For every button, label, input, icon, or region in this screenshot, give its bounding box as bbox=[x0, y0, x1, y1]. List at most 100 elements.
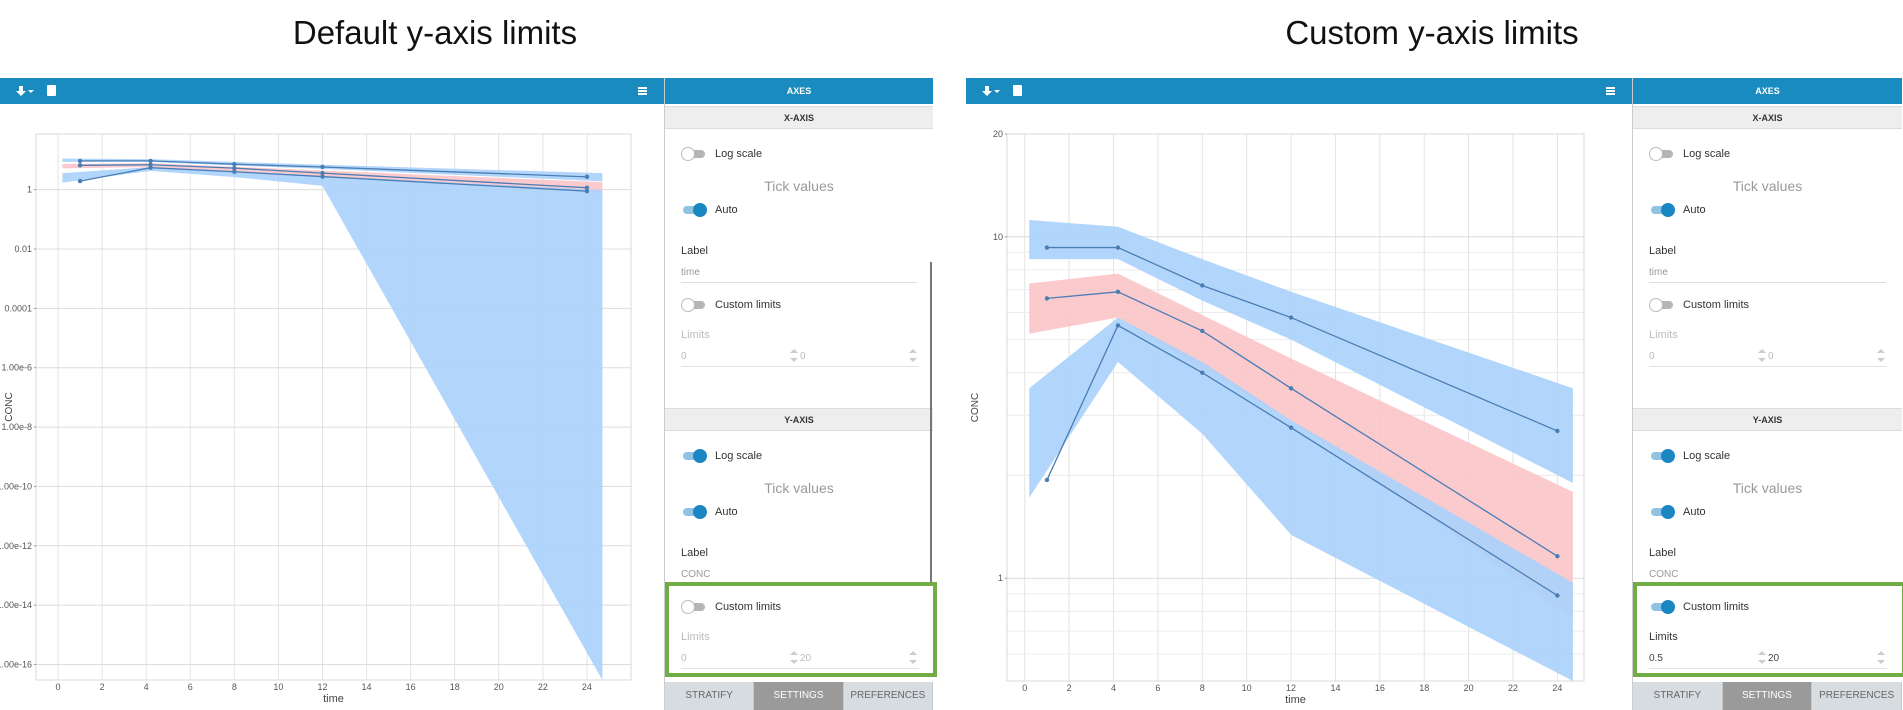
x-tick-label: 16 bbox=[406, 682, 416, 692]
settings-sidebar: AXES X-AXIS Log scale Tick values Auto Label t… bbox=[664, 78, 937, 710]
series-point bbox=[584, 188, 590, 194]
toggle-switch[interactable] bbox=[1649, 147, 1675, 161]
series-point bbox=[77, 178, 83, 184]
toggle-switch[interactable] bbox=[681, 298, 707, 312]
x-tick-label: 8 bbox=[232, 682, 237, 692]
series-point bbox=[148, 158, 153, 164]
menu-button[interactable] bbox=[1606, 87, 1615, 95]
scrollbar bbox=[930, 262, 932, 582]
spinner-down bbox=[1758, 358, 1766, 362]
y-tick-label: 1.00e-12 bbox=[0, 541, 32, 551]
x-tick-label: 0 bbox=[56, 682, 61, 692]
limits-caption: Limits bbox=[1649, 631, 1678, 643]
series-point bbox=[320, 174, 325, 179]
x-tick-label: 16 bbox=[1375, 683, 1385, 693]
x-tick-label: 10 bbox=[273, 682, 283, 692]
toggle-switch[interactable] bbox=[1649, 449, 1675, 463]
toggle-switch[interactable] bbox=[1649, 505, 1675, 519]
tab[interactable]: SETTINGS bbox=[754, 682, 844, 710]
limit-input[interactable]: 0 bbox=[1768, 351, 1887, 367]
tab[interactable]: SETTINGS bbox=[1722, 682, 1813, 710]
spinner-up bbox=[1758, 651, 1766, 655]
label-input[interactable]: time bbox=[681, 267, 917, 283]
toggle-switch[interactable] bbox=[681, 147, 707, 161]
chart: 1 0.01 0.0001 1.00e-6 1.00e-8 1.00e-10 1.00e-1… bbox=[0, 133, 632, 705]
x-tick-label: 20 bbox=[494, 682, 504, 692]
series-point bbox=[1288, 425, 1294, 430]
series-point bbox=[232, 169, 237, 174]
toggle-knob bbox=[1649, 147, 1663, 161]
toggle-label: Auto bbox=[1683, 506, 1706, 518]
series-point bbox=[1044, 296, 1050, 301]
tab[interactable]: STRATIFY bbox=[1633, 682, 1723, 710]
x-tick-label: 22 bbox=[1508, 683, 1518, 693]
spinner-up bbox=[1877, 349, 1885, 353]
tab[interactable]: PREFERENCES bbox=[843, 682, 933, 710]
limit-input[interactable]: 0 bbox=[1649, 351, 1768, 367]
toggle-switch[interactable] bbox=[681, 203, 707, 217]
toggle-switch[interactable] bbox=[1649, 600, 1675, 614]
toggle-label: Auto bbox=[1683, 204, 1706, 216]
sidebar-header: AXES bbox=[1633, 78, 1902, 104]
caret bbox=[994, 90, 1000, 93]
toggle-knob bbox=[681, 298, 695, 312]
limit-input[interactable]: 0 bbox=[800, 351, 919, 367]
series-point bbox=[1200, 283, 1205, 288]
series-point bbox=[1200, 370, 1205, 375]
spinner-down bbox=[790, 660, 798, 664]
limit-input[interactable]: 0.5 bbox=[1649, 653, 1768, 669]
series-point bbox=[1115, 289, 1121, 295]
spinner-down bbox=[1877, 358, 1885, 362]
tick-values-caption: Tick values bbox=[764, 480, 834, 496]
spinner-down bbox=[1877, 660, 1885, 664]
y-tick-label: 1 bbox=[998, 573, 1003, 583]
toggle-switch[interactable] bbox=[681, 505, 707, 519]
sidebar-header: AXES bbox=[665, 78, 933, 104]
limit-input[interactable]: 20 bbox=[1768, 653, 1887, 669]
toggle-switch[interactable] bbox=[681, 600, 707, 614]
sidebar-inner: AXES X-AXIS Log scale Tick values Auto Label t… bbox=[665, 0, 937, 710]
tab[interactable]: STRATIFY bbox=[665, 682, 755, 710]
menu-button[interactable] bbox=[638, 87, 647, 95]
label-caption: Label bbox=[681, 547, 708, 559]
spinner-up bbox=[790, 349, 798, 353]
highlight-box bbox=[665, 582, 937, 677]
limit-input[interactable]: 0 bbox=[681, 351, 800, 367]
series-point bbox=[77, 163, 83, 168]
menu-bar bbox=[638, 90, 647, 92]
plot-content bbox=[62, 158, 603, 680]
plot-frame bbox=[1006, 133, 1585, 682]
spinner-down bbox=[909, 358, 917, 362]
x-tick-label: 2 bbox=[1067, 683, 1072, 693]
y-axis-label: CONC bbox=[970, 393, 981, 422]
toggle-knob bbox=[693, 505, 707, 519]
limit-input[interactable]: 0 bbox=[681, 653, 800, 669]
download-button[interactable] bbox=[16, 86, 34, 97]
toggle-label: Auto bbox=[715, 506, 738, 518]
series-point bbox=[1044, 477, 1050, 483]
y-tick-label: 1.00e-14 bbox=[0, 600, 32, 610]
plot-content bbox=[1029, 219, 1573, 681]
limit-input[interactable]: 20 bbox=[800, 653, 919, 669]
series-point bbox=[148, 165, 153, 170]
spinner-up bbox=[790, 651, 798, 655]
limits-caption: Limits bbox=[681, 329, 710, 341]
toggle-switch[interactable] bbox=[1649, 298, 1675, 312]
tick-values-caption: Tick values bbox=[1732, 178, 1803, 194]
download-button[interactable] bbox=[982, 86, 1000, 97]
toggle-knob bbox=[681, 600, 695, 614]
toggle-label: Log scale bbox=[715, 450, 763, 462]
y-tick-label: 0.01 bbox=[14, 244, 32, 254]
label-input[interactable]: time bbox=[1649, 267, 1886, 283]
document-button[interactable] bbox=[47, 85, 56, 96]
series-point bbox=[1288, 386, 1294, 391]
series-point bbox=[584, 185, 590, 190]
toggle-switch[interactable] bbox=[681, 449, 707, 463]
interval-band bbox=[1029, 317, 1573, 681]
document-button[interactable] bbox=[1013, 85, 1022, 96]
toggle-switch[interactable] bbox=[1649, 203, 1675, 217]
caret bbox=[28, 90, 34, 93]
tab[interactable]: PREFERENCES bbox=[1812, 682, 1902, 710]
interval-band bbox=[62, 166, 603, 680]
